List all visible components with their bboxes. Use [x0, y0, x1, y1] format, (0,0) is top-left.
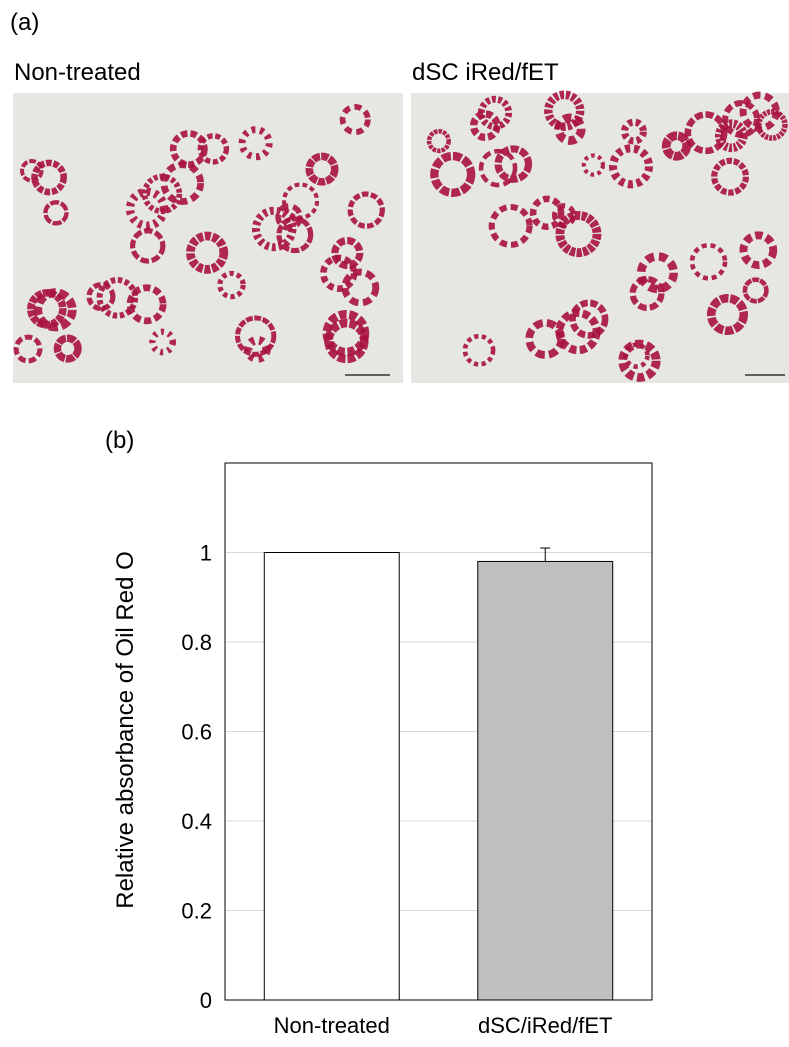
bar	[263, 552, 400, 1001]
cell	[722, 100, 761, 138]
cell	[555, 211, 602, 258]
image-caption: Non-treated	[14, 59, 141, 86]
cell	[276, 216, 314, 254]
cell	[608, 144, 654, 189]
cell	[661, 131, 692, 161]
plot-frame	[224, 462, 653, 1001]
cell	[494, 145, 533, 183]
cell	[169, 130, 208, 168]
cell	[322, 309, 370, 357]
cell	[281, 182, 320, 220]
cell	[711, 157, 749, 196]
cell	[243, 335, 271, 363]
y-tick-label: 1	[200, 541, 212, 566]
cell	[636, 252, 678, 294]
cell	[714, 119, 748, 153]
cell	[86, 282, 116, 312]
cell	[20, 159, 44, 183]
cell	[426, 128, 451, 154]
cell	[339, 104, 371, 136]
cell	[217, 270, 246, 300]
cell	[126, 284, 167, 325]
cell	[130, 228, 166, 264]
y-tick-label: 0	[200, 988, 212, 1013]
cell	[477, 95, 513, 130]
image-caption: dSC iRed/fET	[412, 59, 559, 86]
cell	[618, 339, 661, 382]
bar	[477, 560, 614, 1001]
plot: 0 0.2 0.4 0.6 0.8 1 Non-treated dSC/iRed/fET	[181, 541, 652, 1038]
cell	[125, 187, 169, 230]
cell	[33, 288, 77, 332]
cell	[684, 111, 728, 155]
y-tick-label: 0.8	[181, 630, 212, 655]
cell	[689, 242, 728, 281]
cell	[581, 153, 606, 177]
cell	[341, 268, 380, 307]
cell	[234, 315, 277, 357]
stained-cells	[13, 90, 788, 382]
x-tick-label: dSC/iRed/fET	[478, 1013, 613, 1038]
y-axis-label: Relative absorbance of Oil Red O	[112, 551, 139, 909]
cell	[478, 148, 518, 188]
cell	[430, 151, 476, 198]
panel-label: (a)	[10, 9, 39, 36]
cell	[27, 289, 67, 329]
cell	[544, 90, 585, 131]
y-tick-label: 0.6	[181, 720, 212, 745]
cell	[706, 293, 749, 336]
x-tick-label: Non-treated	[274, 1013, 390, 1038]
cell	[53, 334, 82, 363]
cell	[620, 118, 647, 145]
cell	[305, 152, 339, 186]
cell	[462, 333, 496, 367]
cell	[347, 191, 385, 229]
cell	[96, 277, 139, 319]
cell	[13, 334, 43, 364]
cell	[31, 159, 67, 196]
y-tick-label: 0.2	[181, 899, 212, 924]
y-tick-label: 0.4	[181, 809, 212, 834]
cell	[488, 203, 533, 248]
cell	[569, 299, 609, 339]
cell	[186, 231, 229, 274]
cell	[43, 200, 69, 226]
cell	[529, 195, 565, 231]
cell	[739, 231, 778, 270]
cell	[331, 237, 364, 270]
cell	[149, 328, 177, 356]
cell	[742, 277, 769, 304]
cell	[197, 133, 230, 165]
cell	[525, 318, 566, 359]
panel-label: (b)	[105, 427, 134, 454]
cell	[238, 126, 273, 161]
